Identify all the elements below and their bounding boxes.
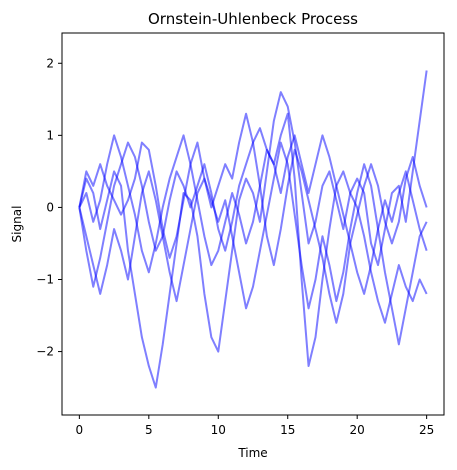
plot-area (78, 70, 428, 389)
series-line-3 (78, 112, 428, 324)
y-tick-label: 1 (46, 128, 54, 142)
y-tick-label: −2 (36, 345, 54, 359)
y-tick-label: −1 (36, 272, 54, 286)
y-axis-label: Signal (10, 206, 24, 243)
x-tick-label: 15 (280, 423, 295, 437)
x-tick-label: 0 (76, 423, 84, 437)
x-tick-label: 10 (211, 423, 226, 437)
series-line-1 (78, 70, 428, 389)
x-axis: 0 5 10 15 20 25 (76, 415, 434, 437)
chart-title: Ornstein-Uhlenbeck Process (148, 10, 358, 28)
x-axis-label: Time (237, 446, 267, 460)
y-tick-label: 0 (46, 200, 54, 214)
x-tick-label: 5 (145, 423, 153, 437)
y-tick-label: 2 (46, 56, 54, 70)
y-axis: −2 −1 0 1 2 (36, 56, 62, 359)
x-tick-label: 20 (350, 423, 365, 437)
plot-frame (61, 32, 445, 416)
series-line-5 (78, 134, 428, 295)
x-tick-label: 25 (419, 423, 434, 437)
